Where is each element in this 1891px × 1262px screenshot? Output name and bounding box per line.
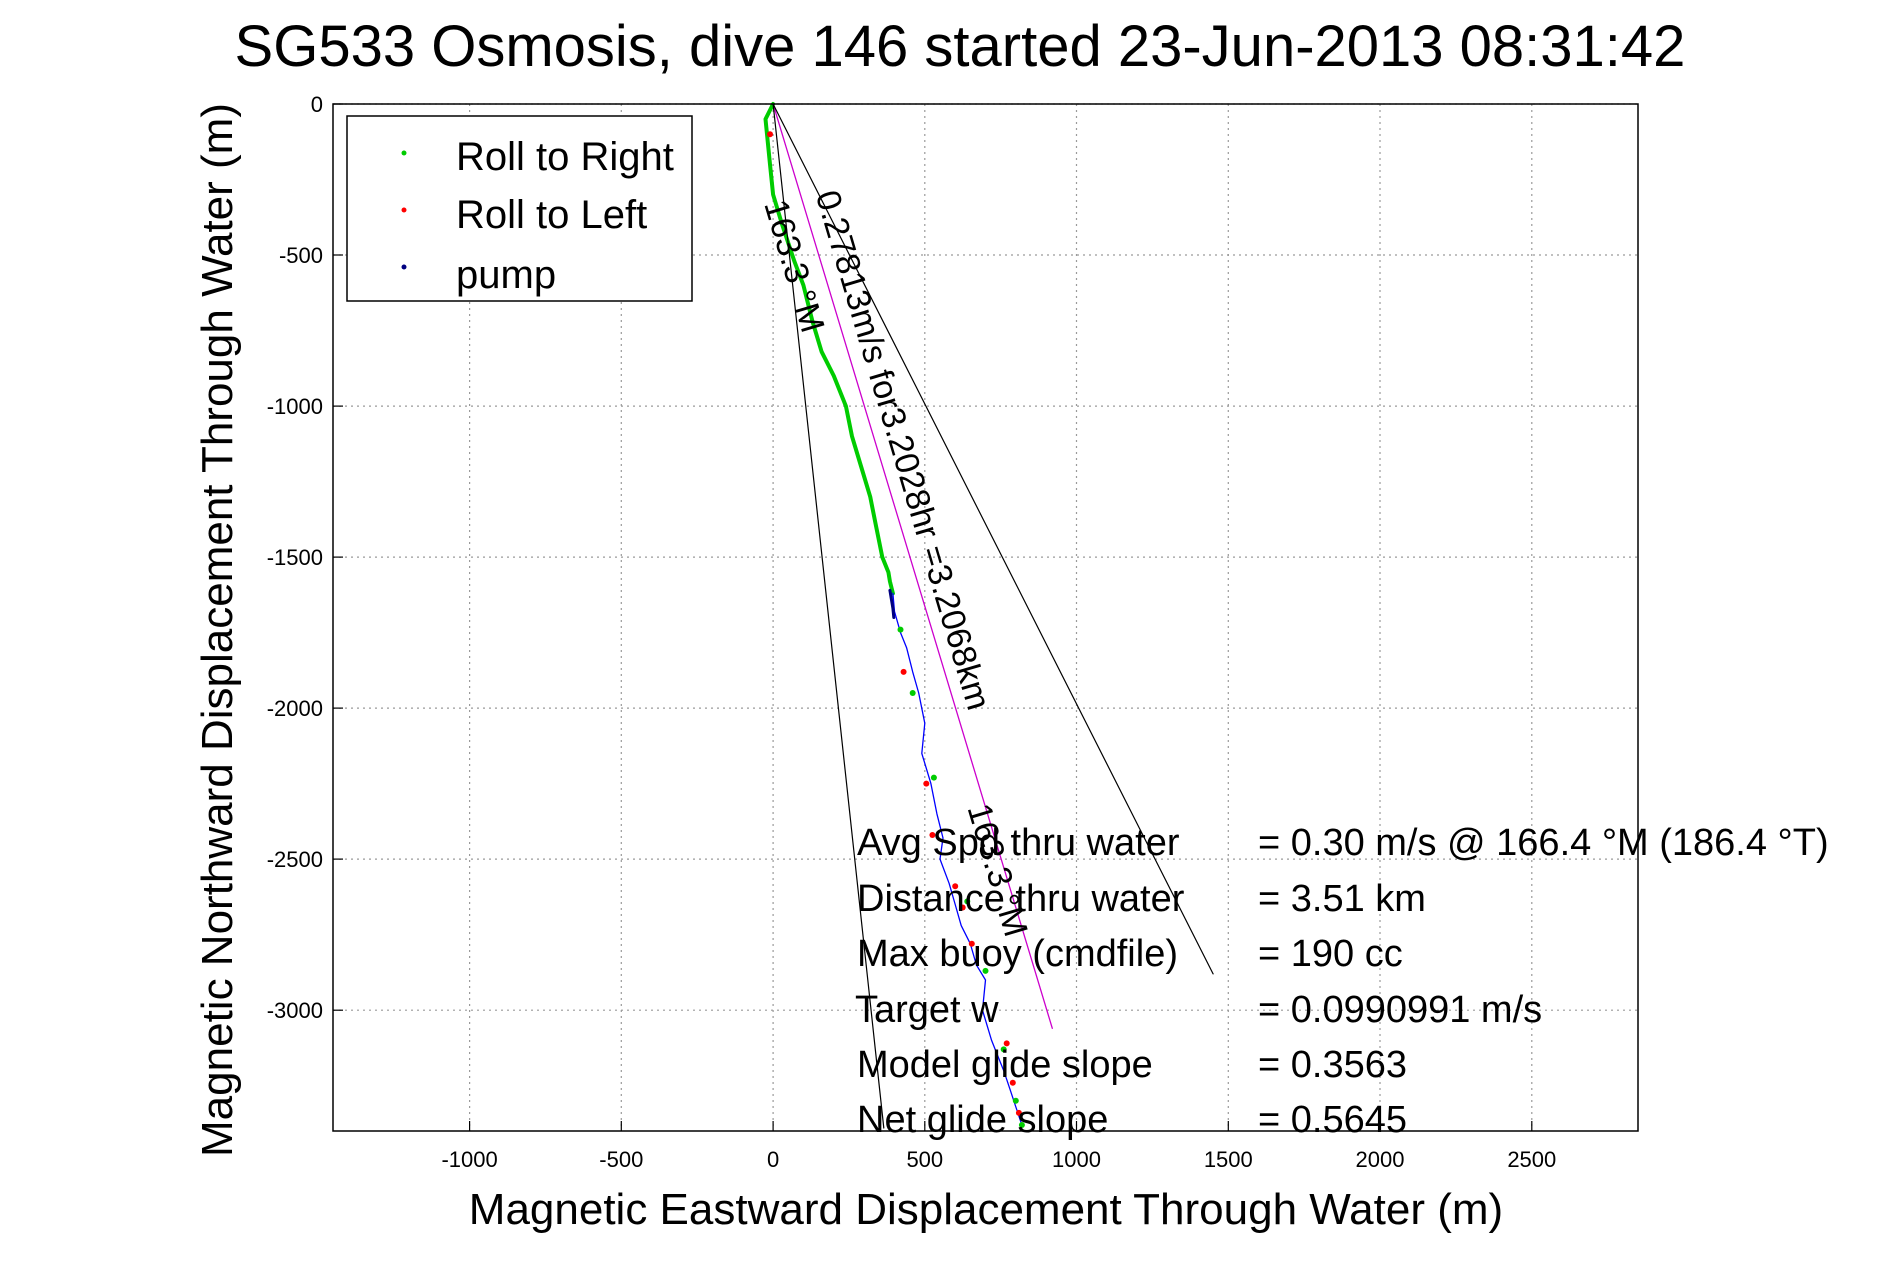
- x-tick-label: 1000: [1052, 1147, 1101, 1172]
- x-tick-label: -1000: [441, 1147, 497, 1172]
- x-tick-label: 1500: [1204, 1147, 1253, 1172]
- legend-marker-roll-right: [401, 150, 407, 156]
- track-green-line: [763, 102, 895, 596]
- y-tick-label: 0: [311, 92, 323, 117]
- roll-left-point: [929, 832, 936, 838]
- roll-right-point: [982, 967, 989, 974]
- stat-distance-value: = 3.51 km: [1258, 878, 1426, 920]
- stat-net-glide-value: = 0.5645: [1258, 1099, 1407, 1141]
- stat-net-glide-label: Net glide slope: [857, 1099, 1108, 1141]
- y-axis-label: Magnetic Northward Displacement Through …: [193, 103, 242, 1157]
- roll-right-point: [897, 626, 904, 633]
- stat-distance-label: Distance thru water: [857, 878, 1185, 920]
- stat-target-w-label: Target w: [855, 989, 999, 1031]
- y-tick-label: -1500: [267, 545, 323, 570]
- stat-model-glide-value: = 0.3563: [1258, 1044, 1407, 1086]
- x-tick-label: 0: [767, 1147, 779, 1172]
- roll-left-point: [968, 940, 975, 947]
- stat-target-w-value: = 0.0990991 m/s: [1258, 989, 1542, 1031]
- stat-max-buoy-value: = 190 cc: [1258, 933, 1403, 975]
- y-tick-label: -3000: [267, 998, 323, 1023]
- roll-left-point: [767, 131, 773, 138]
- roll-left-point: [923, 780, 930, 787]
- stat-avg-speed-label: Avg Spd thru water: [857, 822, 1180, 864]
- legend-label-roll-left: Roll to Left: [456, 193, 647, 237]
- stats-block: Avg Spd thru water = 0.30 m/s @ 166.4 °M…: [855, 822, 1829, 1141]
- y-tick-label: -2000: [267, 696, 323, 721]
- legend-marker-roll-left: [401, 207, 407, 213]
- plot-frame: [332, 103, 1639, 1132]
- y-tick-label: -500: [279, 243, 323, 268]
- stat-avg-speed-value: = 0.30 m/s @ 166.4 °M (186.4 °T): [1258, 822, 1829, 864]
- x-tick-label: -500: [599, 1147, 643, 1172]
- stat-max-buoy-label: Max buoy (cmdfile): [857, 933, 1178, 975]
- tick-layer: -1000 -500 0 500 1000 1500 2000 2500 0 -500 -1000 -…: [267, 92, 1557, 1172]
- roll-right-point: [1000, 1046, 1007, 1053]
- stat-model-glide-label: Model glide slope: [857, 1044, 1153, 1086]
- x-tick-label: 2000: [1356, 1147, 1405, 1172]
- track-blue-line: [892, 592, 1023, 1126]
- heading-line-line: [772, 103, 1053, 1029]
- legend-label-roll-right: Roll to Right: [456, 135, 674, 179]
- legend-label-pump: pump: [456, 253, 556, 297]
- roll-left-point: [952, 883, 959, 890]
- series-layer: [763, 102, 1214, 1129]
- envelope-right-line: [772, 103, 1214, 975]
- legend: Roll to Right Roll to Left pump: [346, 115, 693, 302]
- y-tick-label: -2500: [267, 847, 323, 872]
- x-tick-label: 2500: [1507, 1147, 1556, 1172]
- x-axis-label: Magnetic Eastward Displacement Through W…: [469, 1185, 1503, 1234]
- roll-right-point: [964, 898, 971, 905]
- chart-title: SG533 Osmosis, dive 146 started 23-Jun-2…: [235, 14, 1686, 79]
- roll-right-point: [930, 774, 937, 781]
- x-tick-label: 500: [906, 1147, 943, 1172]
- roll-right-point: [1018, 1122, 1025, 1128]
- roll-right-point: [1012, 1097, 1019, 1104]
- roll-left-point: [1009, 1079, 1016, 1086]
- roll-left-point: [959, 904, 966, 911]
- roll-right-point: [909, 690, 916, 696]
- roll-left-point: [900, 668, 907, 675]
- roll-left-point: [1015, 1109, 1022, 1116]
- legend-marker-pump: [401, 264, 407, 270]
- envelope-left-line: [772, 103, 885, 1129]
- roll-left-point: [1003, 1040, 1010, 1047]
- pump-line: [888, 588, 896, 619]
- y-tick-label: -1000: [267, 394, 323, 419]
